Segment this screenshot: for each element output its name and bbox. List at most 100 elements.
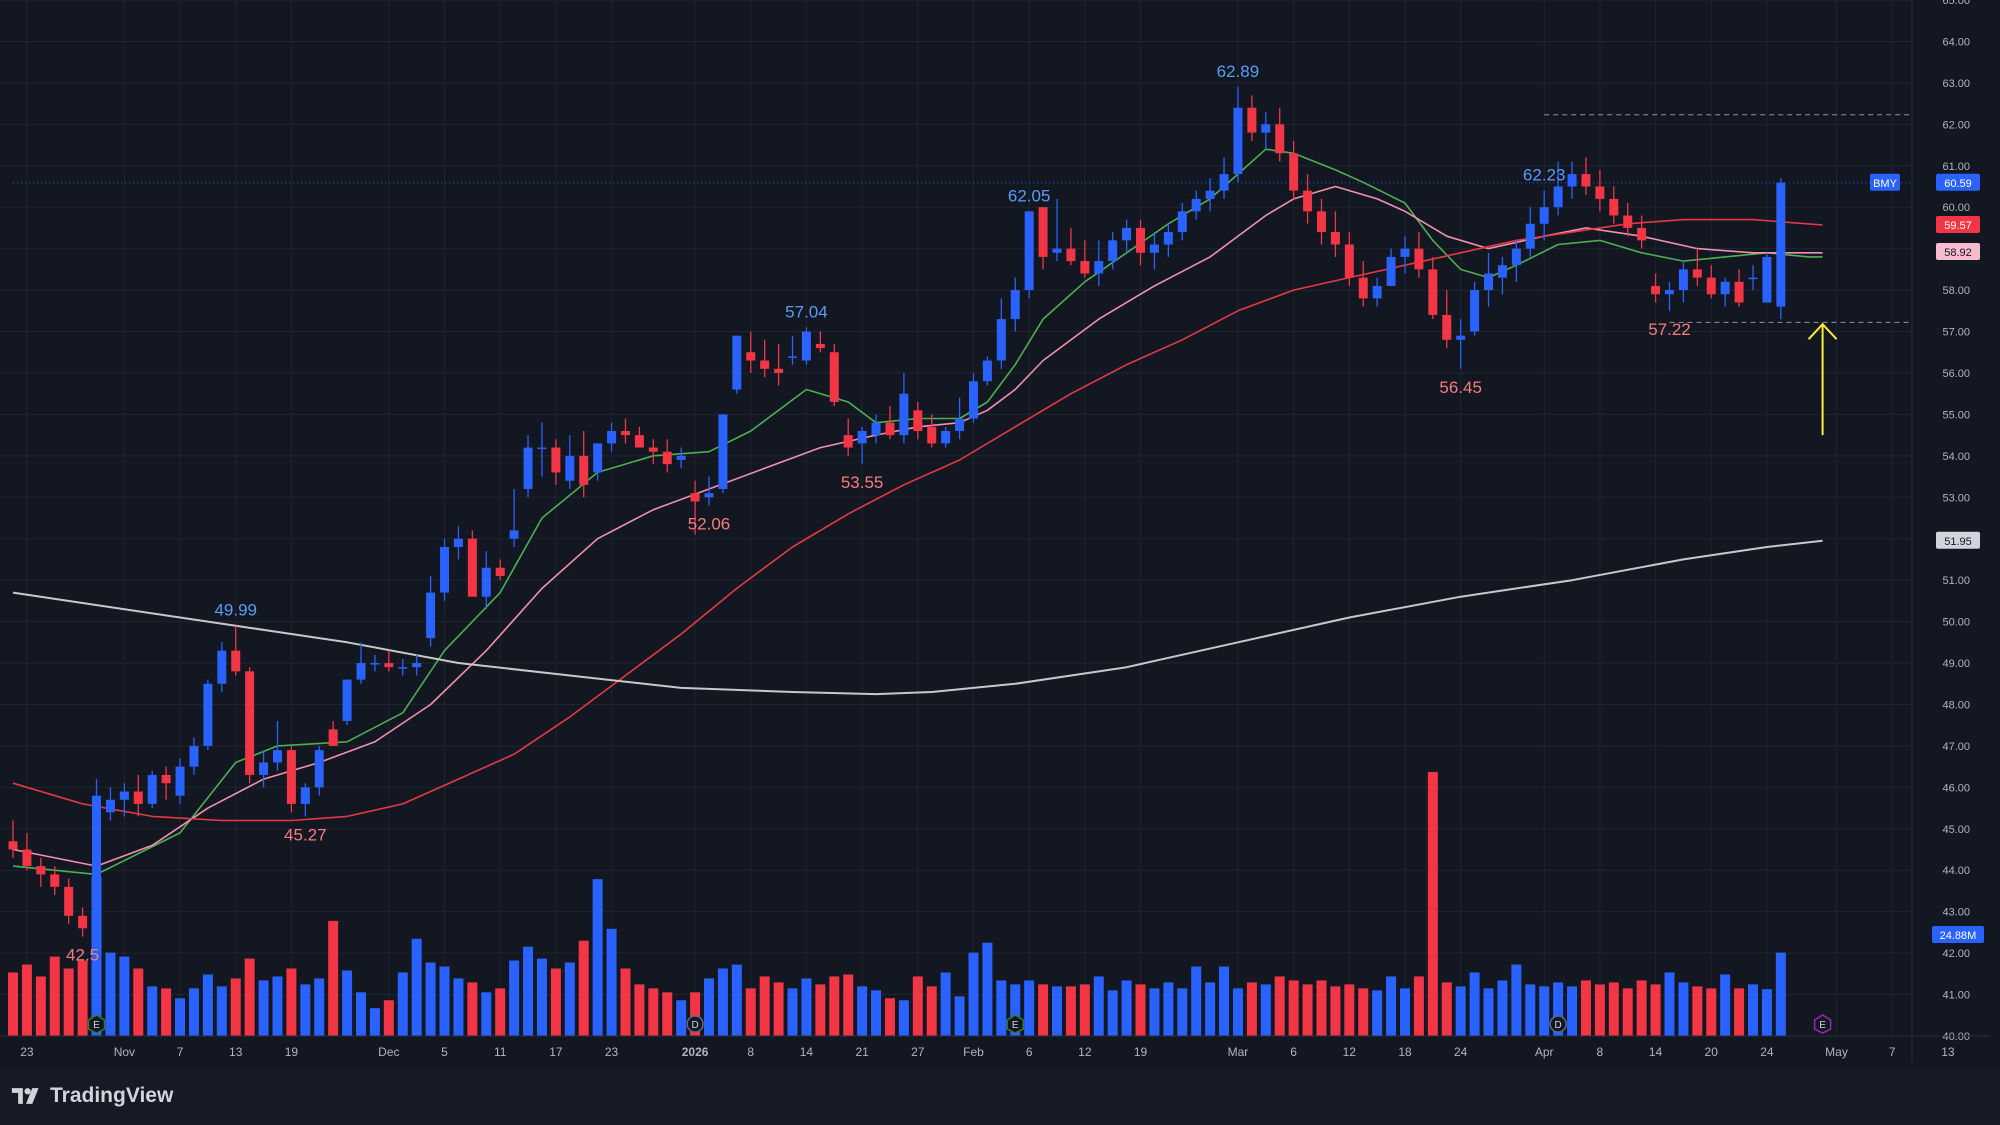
candle-body [259, 762, 269, 775]
reference-lines [13, 114, 1930, 323]
volume-bar [119, 956, 130, 1036]
candle [774, 343, 784, 386]
candle [426, 576, 436, 647]
volume-bar [1636, 980, 1647, 1036]
event-marker-label: E [93, 1020, 100, 1031]
candle-body [579, 455, 589, 485]
high-low-label: 53.55 [841, 473, 884, 492]
volume-bar [1191, 966, 1202, 1036]
volume-bar [258, 980, 269, 1036]
candle-body [1609, 198, 1619, 216]
volume-bar [328, 920, 339, 1036]
candle [843, 418, 853, 456]
volume-bar [1775, 952, 1786, 1036]
candle [1108, 232, 1118, 270]
candle-body [1108, 240, 1118, 262]
candle-body [927, 426, 937, 444]
candle-body [648, 447, 658, 452]
volume-bar [35, 976, 46, 1036]
time-tick-label: 11 [494, 1045, 507, 1059]
candle-body [523, 447, 533, 489]
candle [1497, 256, 1507, 295]
earnings-marker-icon [1813, 1014, 1832, 1034]
candle [523, 435, 533, 498]
candle [1052, 198, 1062, 262]
price-tick-label: 61.00 [1942, 161, 1970, 173]
time-tick-label: 20 [1705, 1045, 1719, 1059]
volume-bar [662, 992, 673, 1036]
price-chart[interactable]: 42.5 49.99 45.27 52.06 57.04 53.55 62.05 62.89 5… [0, 0, 2000, 1067]
volume-bar [1413, 976, 1424, 1036]
candle [50, 866, 60, 896]
candle [1414, 232, 1424, 278]
volume-bar [1372, 990, 1383, 1036]
candle-body [1567, 174, 1577, 187]
volume-bar [884, 998, 895, 1036]
volume-bar [996, 980, 1007, 1036]
candle [1567, 161, 1577, 199]
candle-body [774, 368, 784, 373]
volume-bar [105, 952, 116, 1036]
candle [1678, 261, 1688, 303]
volume-bar [1608, 982, 1619, 1036]
time-tick-label: 18 [1398, 1045, 1412, 1059]
time-tick-label: 19 [1134, 1045, 1148, 1059]
event-marker-e: E [87, 1014, 106, 1034]
candle [1136, 219, 1146, 266]
candle [1623, 203, 1633, 237]
candle-body [1330, 232, 1340, 245]
candle [272, 721, 282, 771]
candle [690, 480, 700, 535]
volume-bar [1232, 988, 1243, 1036]
candle [1233, 87, 1243, 183]
volume-bar [286, 968, 297, 1036]
high-low-label: 62.23 [1523, 166, 1566, 185]
volume-bar [1386, 976, 1397, 1036]
candle [537, 422, 547, 477]
event-marker-label: E [1012, 1020, 1019, 1031]
volume-bar [1149, 988, 1160, 1036]
high-low-label: 62.05 [1008, 186, 1051, 205]
candle [1525, 207, 1535, 257]
time-tick-label: 8 [747, 1045, 754, 1059]
time-tick-label: 14 [1649, 1045, 1663, 1059]
symbol-tag-text: BMY [1873, 178, 1898, 190]
price-tag-value: 60.59 [1944, 178, 1972, 190]
candle [955, 397, 965, 440]
volume-bar [1400, 988, 1410, 1036]
candle-body [22, 849, 32, 867]
candle-body [328, 729, 338, 746]
volume-bar [1274, 976, 1285, 1036]
candle [857, 426, 867, 465]
time-tick-label: 7 [177, 1045, 184, 1059]
candle [203, 679, 213, 751]
candle-body [1553, 186, 1563, 208]
high-low-label: 57.04 [785, 302, 828, 321]
candle [1637, 215, 1647, 249]
high-low-label: 42.5 [66, 946, 99, 965]
time-tick-label: 14 [800, 1045, 814, 1059]
candle [133, 774, 143, 817]
candle-body [801, 331, 811, 361]
volume-bar [369, 1008, 380, 1036]
time-tick-label: Mar [1228, 1045, 1249, 1059]
price-tick-label: 53.00 [1942, 492, 1970, 504]
candle [1275, 107, 1285, 162]
volume-bar [1469, 972, 1480, 1036]
candle [1386, 248, 1396, 286]
volume-bar [704, 978, 714, 1036]
volume-bar [133, 968, 144, 1036]
candle-body [1706, 277, 1716, 295]
price-tick-label: 40.00 [1942, 1031, 1970, 1043]
volume-bar [634, 984, 645, 1036]
price-tick-label: 51.00 [1942, 575, 1970, 587]
price-tick-label: 48.00 [1942, 699, 1970, 711]
brand-logo[interactable]: TradingView [10, 1084, 173, 1108]
volume-bar [745, 988, 756, 1036]
candle-body [968, 381, 978, 419]
brand-name: TradingView [50, 1084, 174, 1107]
volume-tag-bg [1932, 926, 1984, 943]
candle [1010, 277, 1020, 332]
candle-body [1511, 248, 1521, 266]
candle-body [746, 352, 756, 361]
